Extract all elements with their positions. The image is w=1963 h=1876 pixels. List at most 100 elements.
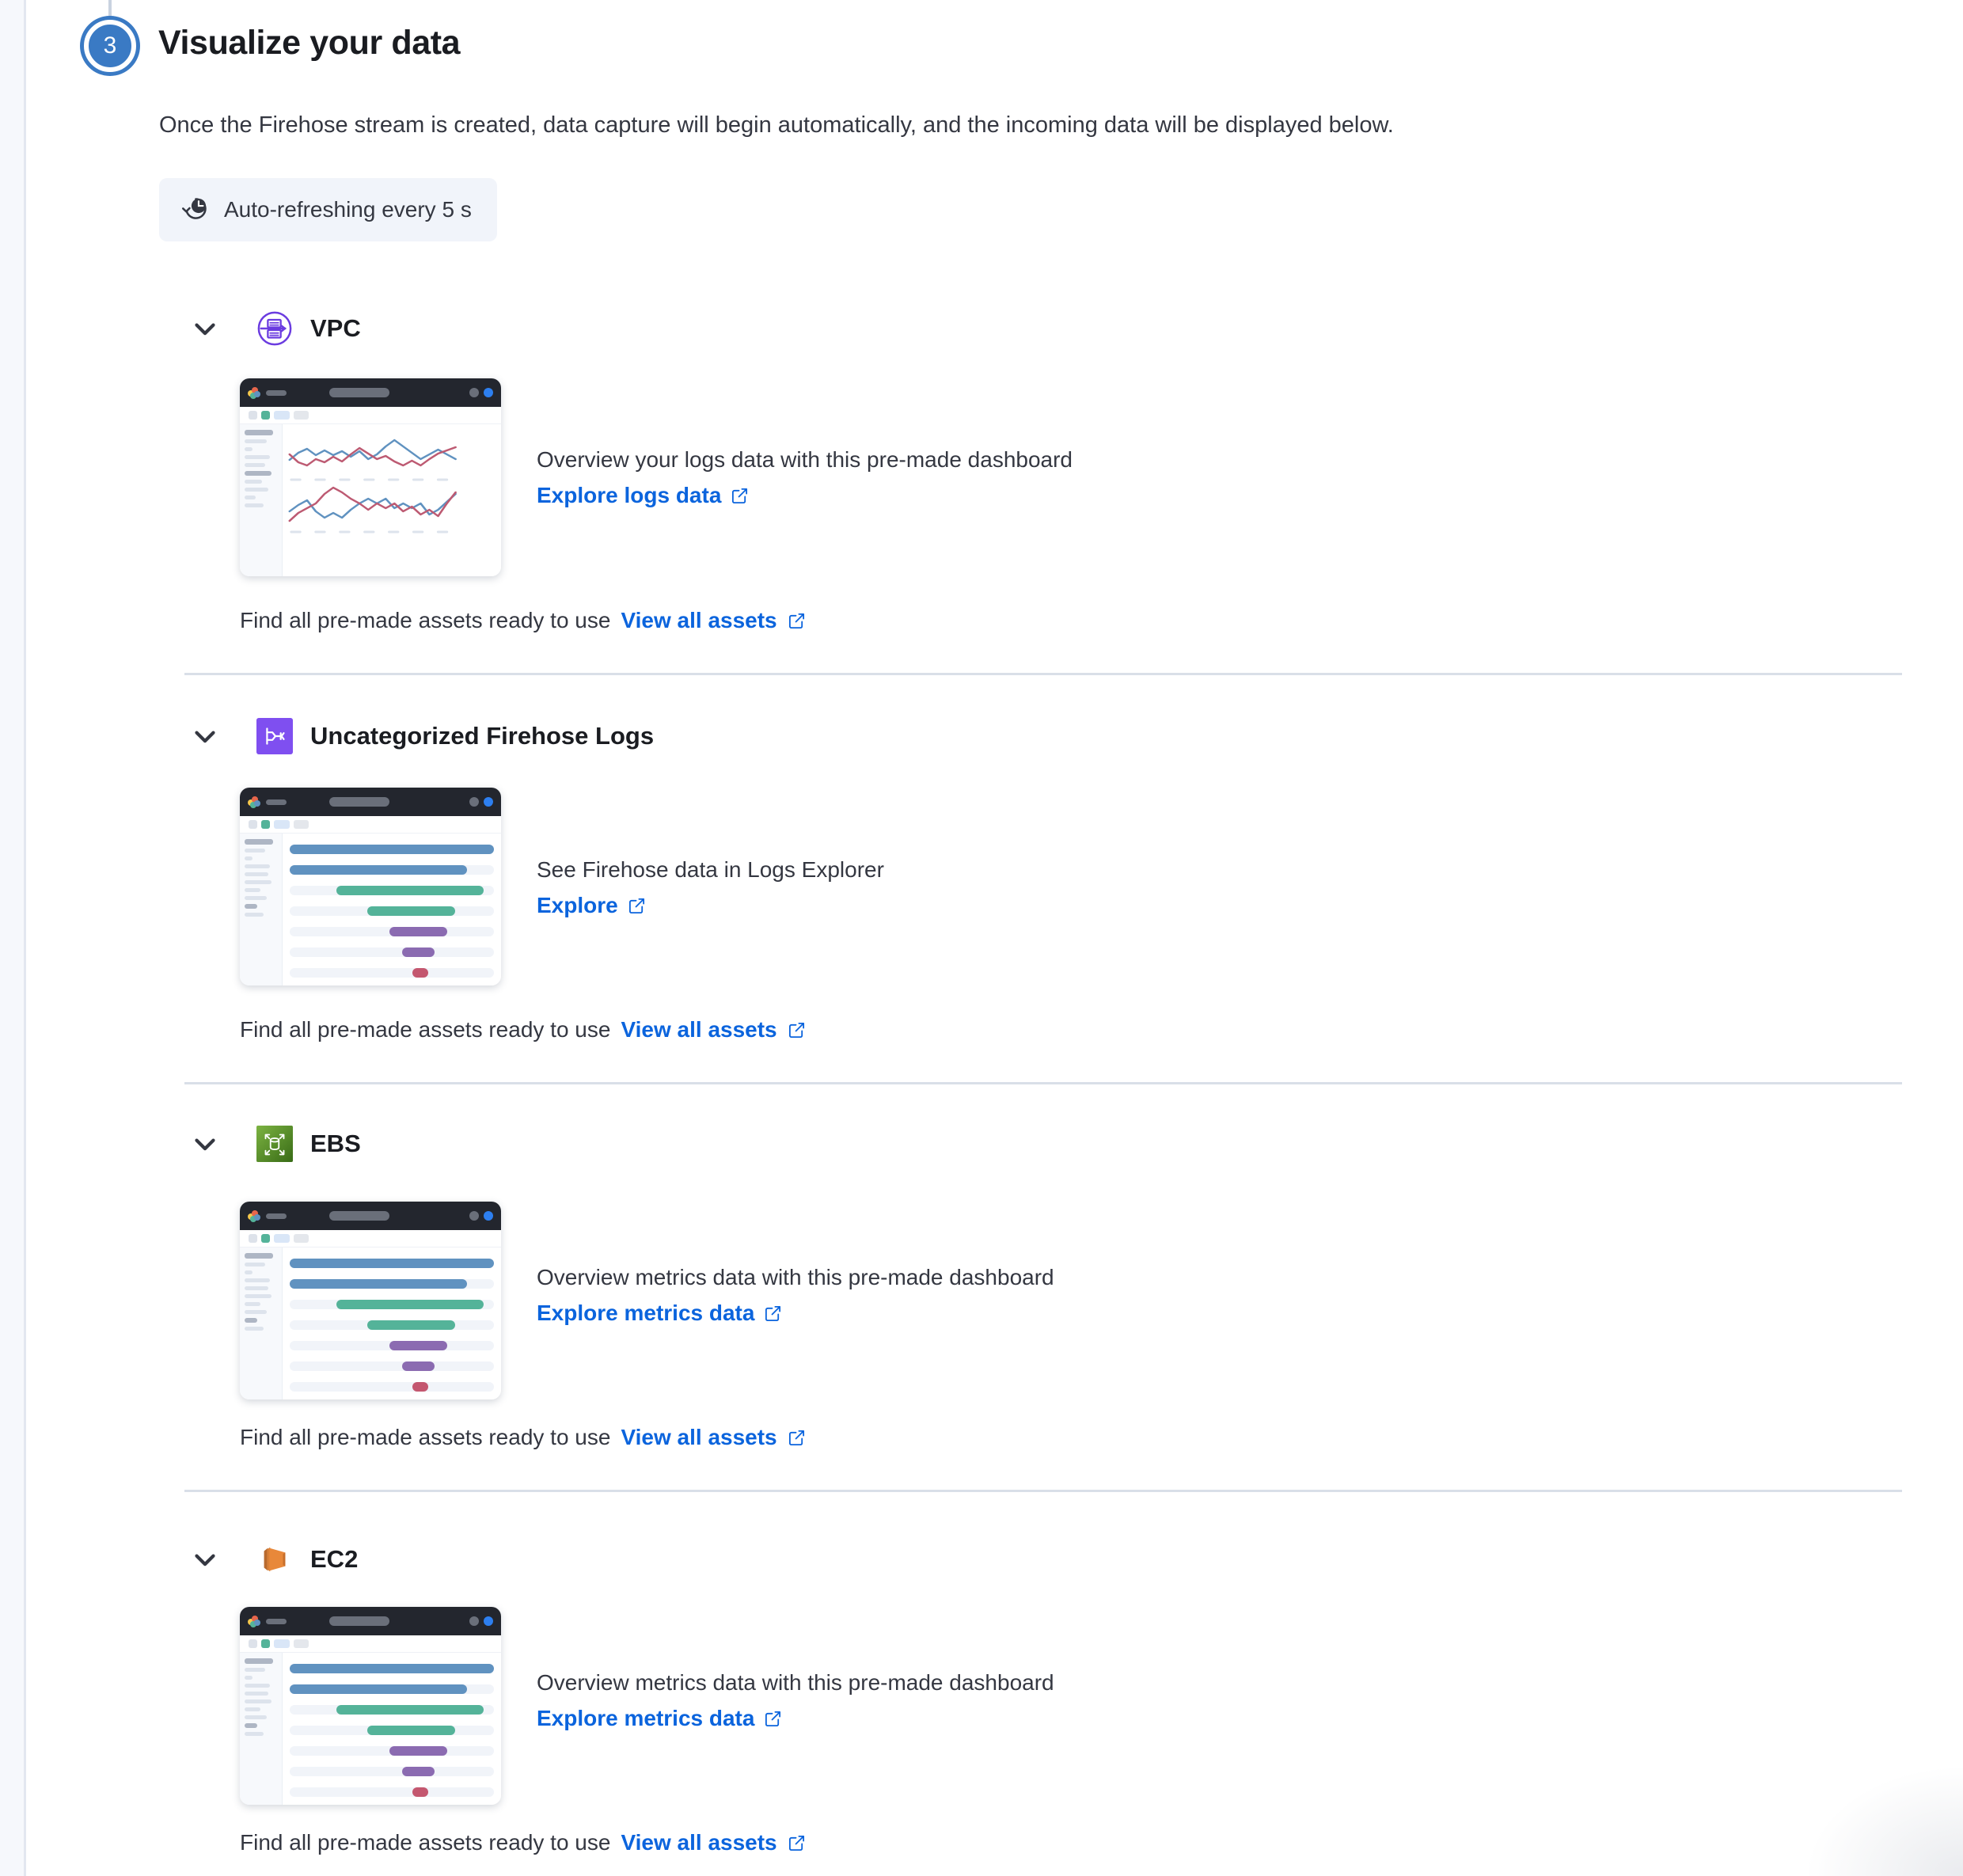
footer-row-vpc: Find all pre-made assets ready to use Vi… — [240, 608, 806, 633]
thumbnail-sidebar — [240, 1248, 283, 1399]
explore-link-label-ec2: Explore metrics data — [537, 1706, 755, 1730]
thumbnail-titlebar — [240, 1202, 501, 1230]
page-title: Visualize your data — [158, 24, 461, 62]
section-divider — [184, 1082, 1902, 1084]
footer-row-ec2: Find all pre-made assets ready to use Vi… — [240, 1830, 806, 1855]
chevron-down-icon[interactable] — [188, 720, 222, 753]
section-title-ec2: EC2 — [310, 1545, 359, 1573]
thumbnail-tabstrip — [240, 407, 501, 424]
window-controls — [469, 1211, 493, 1221]
section-description-firehose: See Firehose data in Logs Explorer — [537, 857, 884, 882]
explore-link-firehose[interactable]: Explore — [537, 893, 646, 918]
external-link-icon — [628, 897, 646, 915]
thumbnail-sidebar — [240, 424, 283, 576]
thumbnail-titlebar — [240, 378, 501, 407]
section-divider — [184, 1490, 1902, 1492]
window-controls — [469, 1616, 493, 1626]
section-divider — [184, 673, 1902, 675]
external-link-icon — [764, 1710, 782, 1728]
explore-link-ebs[interactable]: Explore metrics data — [537, 1301, 782, 1326]
explore-link-label-ebs: Explore metrics data — [537, 1301, 755, 1325]
external-link-icon — [764, 1304, 782, 1323]
thumbnail-bar-chart-canvas — [283, 1653, 501, 1805]
url-bar — [329, 1211, 390, 1221]
thumbnail-sidebar — [240, 834, 283, 985]
explore-link-ec2[interactable]: Explore metrics data — [537, 1706, 782, 1731]
section-description-vpc: Overview your logs data with this pre-ma… — [537, 447, 1073, 472]
view-all-assets-link-vpc[interactable]: View all assets — [621, 608, 777, 632]
external-link-icon — [788, 1834, 806, 1852]
url-bar — [329, 1616, 390, 1626]
footer-prefix: Find all pre-made assets ready to use — [240, 1425, 611, 1449]
bar-chart-dashboard-thumbnail[interactable] — [240, 1607, 501, 1805]
section-header-ebs[interactable]: EBS — [188, 1124, 361, 1164]
footer-row-ebs: Find all pre-made assets ready to use Vi… — [240, 1425, 806, 1450]
window-controls — [469, 388, 493, 397]
titlebar-pill — [266, 799, 287, 805]
footer-prefix: Find all pre-made assets ready to use — [240, 608, 611, 632]
explore-link-label-vpc: Explore logs data — [537, 483, 722, 507]
bar-chart-dashboard-thumbnail[interactable] — [240, 1202, 501, 1399]
view-all-assets-link-firehose[interactable]: View all assets — [621, 1017, 777, 1042]
browser-logo-icon — [248, 796, 260, 808]
ec2-icon — [222, 1541, 293, 1578]
thumbnail-body — [240, 834, 501, 985]
footer-prefix: Find all pre-made assets ready to use — [240, 1017, 611, 1042]
bar-chart-dashboard-thumbnail[interactable] — [240, 788, 501, 985]
step-number-badge: 3 — [84, 20, 136, 72]
content-area: 3 Visualize your data Once the Firehose … — [26, 0, 1963, 1876]
external-link-icon — [788, 1021, 806, 1039]
section-title-ebs: EBS — [310, 1130, 361, 1157]
thumbnail-bar-chart-canvas — [283, 1248, 501, 1399]
step-connector-line — [108, 0, 112, 25]
thumbnail-sidebar — [240, 1653, 283, 1805]
left-gutter — [0, 0, 26, 1876]
section-header-ec2[interactable]: EC2 — [188, 1540, 358, 1579]
url-bar — [329, 388, 390, 397]
section-description-ec2: Overview metrics data with this pre-made… — [537, 1670, 1054, 1695]
explore-link-label-firehose: Explore — [537, 893, 618, 917]
chevron-down-icon[interactable] — [188, 312, 222, 345]
thumbnail-body — [240, 1248, 501, 1399]
thumbnail-tabstrip — [240, 1635, 501, 1653]
thumbnail-tabstrip — [240, 816, 501, 834]
vpc-icon — [222, 310, 293, 347]
chevron-down-icon[interactable] — [188, 1127, 222, 1160]
section-header-vpc[interactable]: VPC — [188, 309, 361, 348]
thumbnail-line-chart-canvas — [283, 424, 501, 576]
window-controls — [469, 797, 493, 807]
external-link-icon — [731, 487, 749, 505]
section-description-ebs: Overview metrics data with this pre-made… — [537, 1265, 1054, 1289]
titlebar-pill — [266, 1213, 287, 1219]
titlebar-pill — [266, 1618, 287, 1624]
browser-logo-icon — [248, 1615, 260, 1627]
thumbnail-titlebar — [240, 1607, 501, 1635]
thumbnail-body — [240, 1653, 501, 1805]
auto-refresh-label: Auto-refreshing every 5 s — [224, 197, 472, 222]
url-bar — [329, 797, 390, 807]
chevron-down-icon[interactable] — [188, 1543, 222, 1576]
browser-logo-icon — [248, 1210, 260, 1222]
view-all-assets-link-ec2[interactable]: View all assets — [621, 1830, 777, 1855]
line-chart-dashboard-thumbnail[interactable] — [240, 378, 501, 576]
external-link-icon — [788, 1429, 806, 1447]
auto-refresh-badge: Auto-refreshing every 5 s — [159, 178, 497, 241]
footer-row-firehose: Find all pre-made assets ready to use Vi… — [240, 1017, 806, 1042]
firehose-icon — [222, 718, 293, 754]
corner-shadow — [1805, 1765, 1963, 1876]
thumbnail-body — [240, 424, 501, 576]
page-description: Once the Firehose stream is created, dat… — [159, 112, 1394, 138]
section-title-vpc: VPC — [310, 314, 361, 342]
ebs-icon — [222, 1126, 293, 1162]
thumbnail-titlebar — [240, 788, 501, 816]
section-header-firehose[interactable]: Uncategorized Firehose Logs — [188, 716, 654, 756]
thumbnail-tabstrip — [240, 1230, 501, 1248]
explore-link-vpc[interactable]: Explore logs data — [537, 483, 749, 508]
view-all-assets-link-ebs[interactable]: View all assets — [621, 1425, 777, 1449]
clock-refresh-icon — [181, 196, 208, 223]
external-link-icon — [788, 612, 806, 630]
titlebar-pill — [266, 389, 287, 396]
section-title-firehose: Uncategorized Firehose Logs — [310, 722, 655, 750]
thumbnail-bar-chart-canvas — [283, 834, 501, 985]
